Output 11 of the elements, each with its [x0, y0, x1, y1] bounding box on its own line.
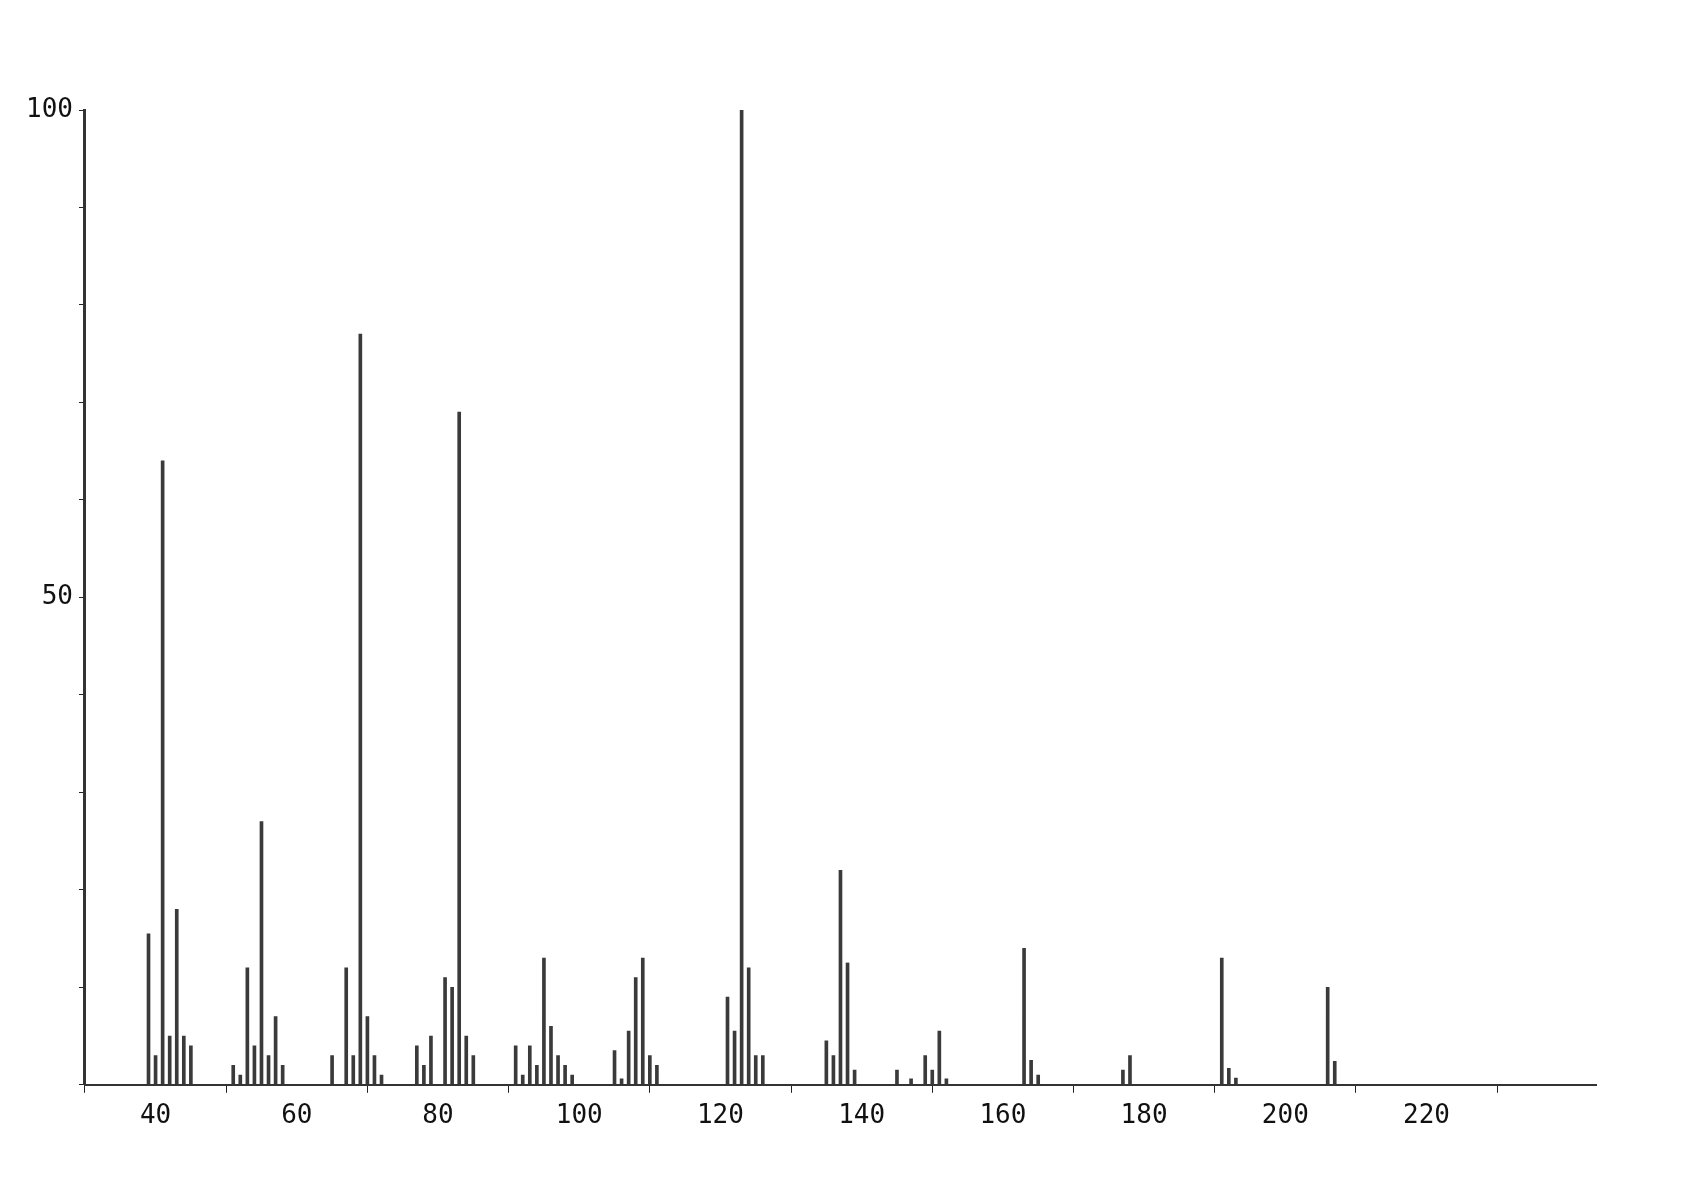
x-tick-label: 160	[979, 1099, 1027, 1130]
x-tick-label: 40	[139, 1099, 172, 1130]
x-tick-label: 180	[1120, 1099, 1168, 1130]
x-tick-label: 200	[1261, 1099, 1309, 1130]
y-tick-label: 50	[41, 580, 73, 611]
x-tick-label: 120	[696, 1099, 744, 1130]
x-tick-label: 80	[422, 1099, 454, 1130]
x-tick-label: 100	[555, 1099, 603, 1130]
x-tick-label: 60	[281, 1099, 313, 1130]
x-tick-label: 220	[1403, 1099, 1451, 1130]
x-tick-label: 140	[838, 1099, 886, 1130]
